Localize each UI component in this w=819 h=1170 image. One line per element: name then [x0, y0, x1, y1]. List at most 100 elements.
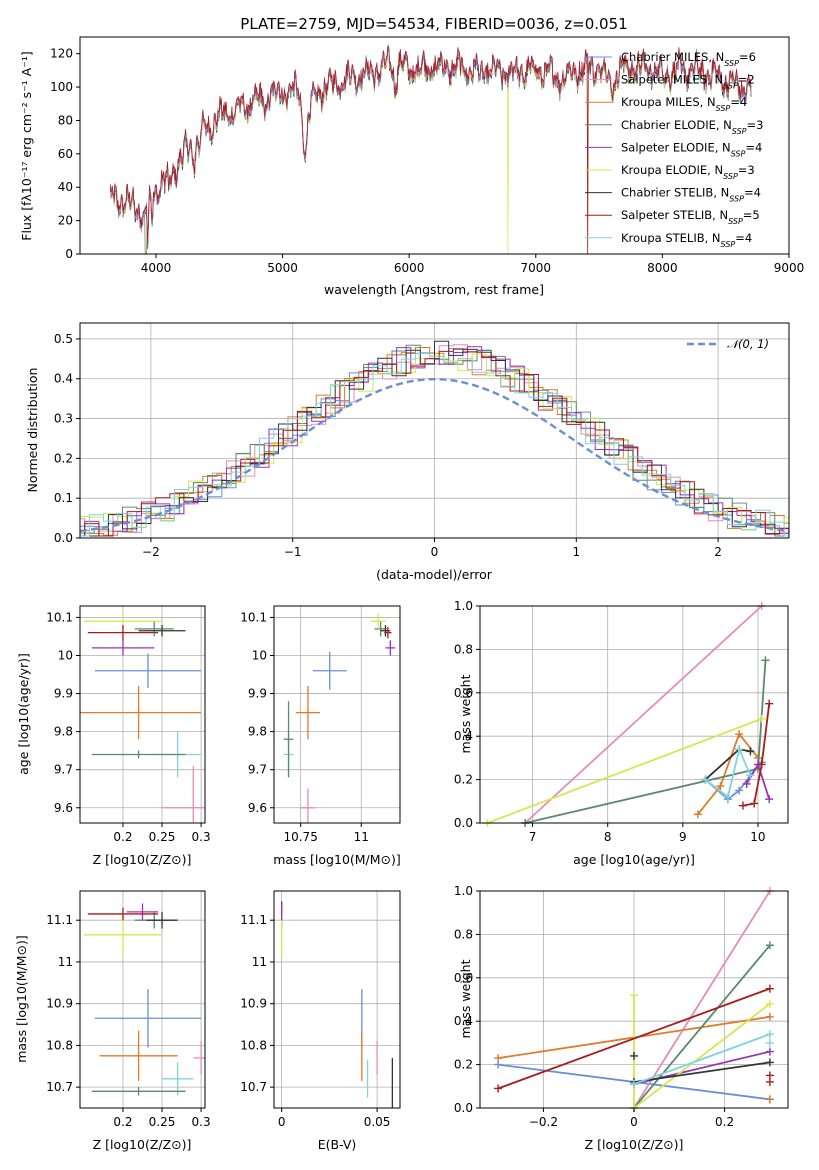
y-tick-label: 80: [58, 113, 73, 127]
y-tick-label: 10.1: [46, 610, 73, 624]
mass-vs-Z-ylabel: mass [log10(M/M⊙)]: [14, 935, 29, 1063]
x-tick-label: 0.2: [113, 1115, 132, 1129]
y-tick-label: 100: [50, 80, 73, 94]
y-tick-label: 0.1: [54, 491, 73, 505]
plus-marker: [765, 1058, 774, 1067]
plus-marker: [701, 775, 710, 784]
errorbar-salpeter-elodie: [91, 640, 155, 656]
y-tick-label: 0: [65, 247, 73, 261]
mass-vs-EBV-xlabel: E(B-V): [318, 1137, 357, 1152]
series-salpeter-miles: [524, 605, 763, 824]
series-kroupa-miles: [697, 732, 759, 815]
errorbar-salpeter-stelib: [384, 626, 392, 639]
x-tick-label: 10: [750, 830, 765, 844]
y-tick-label: 9.8: [248, 725, 267, 739]
series-kroupa-elodie: [487, 717, 763, 824]
y-tick-label: 10.1: [240, 610, 267, 624]
series-salpeter-stelib: [742, 703, 771, 807]
y-tick-label: 1.0: [454, 599, 473, 613]
legend-entry: Kroupa ELODIE, NSSP=3: [621, 163, 755, 181]
plus-marker: [723, 792, 732, 801]
plus-marker: [765, 984, 774, 993]
legend-entry: Kroupa STELIB, NSSP=4: [621, 231, 752, 249]
mass-weight-vs-age-ylabel: mass weight: [458, 674, 473, 753]
errorbar-salpeter-miles: [300, 788, 316, 823]
plus-marker: [716, 782, 725, 791]
y-tick-label: 0.4: [454, 1014, 473, 1028]
y-tick-label: 0.2: [454, 1058, 473, 1072]
x-tick-label: 4000: [141, 261, 172, 275]
legend-entry: Chabrier ELODIE, NSSP=3: [621, 118, 763, 136]
mass-weight-vs-age-panel: 7 8 9 10 0.0 0.2 0.4 0.6 0.8 1.0 age [log10(age/y…: [454, 599, 789, 867]
age-vs-Z-ylabel: age [log10(age/yr)]: [16, 653, 31, 775]
y-tick-label: 10: [58, 648, 73, 662]
x-tick-label: −0.2: [529, 1115, 558, 1129]
legend-entry: Salpeter ELODIE, NSSP=4: [621, 140, 762, 158]
x-tick-label: 0.3: [192, 1115, 211, 1129]
y-tick-label: 0.4: [454, 729, 473, 743]
mass-vs-EBV-panel: 0 0.05 10.7 10.8 10.9 11 11.1 E(B-V): [240, 890, 401, 1152]
errorbar-chabrier-elodie: [283, 701, 294, 778]
y-tick-label: 0.5: [54, 332, 73, 346]
spectrum-ylabel: Flux [fλ10⁻¹⁷ erg cm⁻² s⁻¹ A⁻¹]: [19, 51, 34, 240]
plus-marker: [494, 1084, 503, 1093]
x-tick-label: 11: [354, 830, 369, 844]
y-tick-label: 11.1: [240, 913, 267, 927]
y-tick-label: 10.8: [46, 1038, 73, 1052]
errorbar-salpeter-miles: [193, 1041, 205, 1075]
x-tick-label: 0: [630, 1115, 638, 1129]
y-tick-label: 9.7: [248, 763, 267, 777]
errorbar-chabrier-stelib: [138, 625, 186, 637]
errorbar-chabrier-elodie: [134, 621, 174, 637]
spectrum-xlabel: wavelength [Angstrom, rest frame]: [324, 282, 544, 297]
x-tick-label: 0: [278, 1115, 286, 1129]
x-tick-label: 7000: [521, 261, 552, 275]
plus-marker: [765, 999, 774, 1008]
plus-marker: [757, 714, 766, 723]
y-tick-label: 0.0: [454, 816, 473, 830]
plus-marker: [630, 1080, 638, 1089]
plus-marker: [738, 801, 747, 810]
errorbar-kroupa-elodie: [83, 913, 163, 956]
y-tick-label: 0.6: [454, 971, 473, 985]
y-tick-label: 11: [252, 955, 267, 969]
x-tick-label: 1: [572, 545, 580, 559]
legend-entry: Salpeter STELIB, NSSP=5: [621, 208, 760, 226]
errorbar-kroupa-miles: [99, 1030, 178, 1081]
legend-entry: 𝒩(0, 1): [727, 337, 769, 351]
plus-marker: [765, 699, 774, 708]
y-tick-label: 60: [58, 147, 73, 161]
series-salpeter-stelib: [497, 987, 771, 1090]
spectrum-panel: PLATE=2759, MJD=54534, FIBERID=0036, z=0…: [19, 15, 804, 297]
plus-marker: [750, 799, 759, 808]
errorbar-salpeter-stelib: [87, 625, 159, 641]
y-tick-label: 9.6: [248, 801, 267, 815]
y-tick-label: 10.9: [46, 997, 73, 1011]
y-tick-label: 10.8: [240, 1038, 267, 1052]
errorbar-kroupa-miles: [295, 685, 321, 740]
y-tick-label: 0.2: [454, 773, 473, 787]
x-tick-label: 0.2: [715, 1115, 734, 1129]
series-chabrier-elodie: [633, 944, 771, 1109]
legend-entry: Salpeter MILES, NSSP=2: [621, 73, 755, 91]
residuals-ylabel: Normed distribution: [25, 368, 40, 493]
age-vs-Z-xlabel: Z [log10(Z/Z⊙)]: [93, 852, 192, 867]
x-tick-label: 0.3: [192, 830, 211, 844]
y-tick-label: 1.0: [454, 884, 473, 898]
age-vs-Z-panel: 0.2 0.25 0.3 9.6 9.7 9.8 9.9 10 10.1 Z [log10(Z/…: [16, 605, 211, 867]
series-salpeter-miles: [633, 890, 771, 1109]
plus-marker: [746, 771, 755, 780]
histogram-kroupa-elodie: [80, 353, 789, 531]
x-tick-label: 2: [714, 545, 722, 559]
x-tick-label: 8000: [647, 261, 678, 275]
errorbar-chabrier-miles: [94, 653, 202, 688]
y-tick-label: 10.7: [46, 1080, 73, 1094]
x-tick-label: 8: [604, 830, 612, 844]
y-tick-label: 0.0: [54, 531, 73, 545]
errorbar-chabrier-stelib: [380, 625, 391, 637]
mass-vs-Z-panel: 0.2 0.25 0.3 10.7 10.8 10.9 11 11.1 Z [log10(Z/…: [14, 890, 211, 1152]
errorbar-chabrier-miles: [94, 989, 202, 1048]
series-kroupa-stelib: [633, 1033, 771, 1085]
y-tick-label: 9.9: [54, 687, 73, 701]
